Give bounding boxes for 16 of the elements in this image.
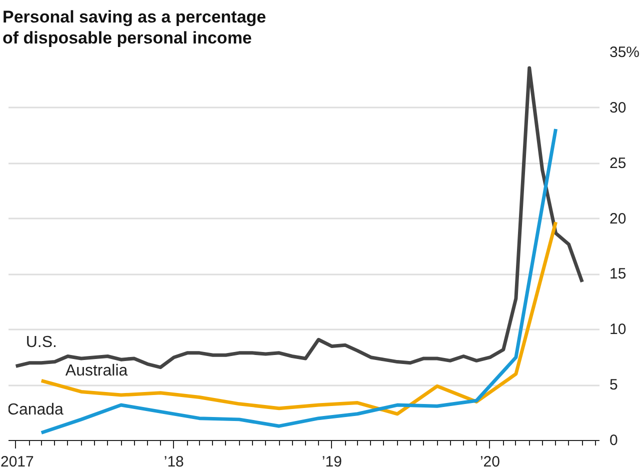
- y-tick-label: 30: [610, 99, 626, 116]
- y-tick-label: 20: [610, 210, 626, 228]
- x-tick-label: ’20: [480, 454, 500, 470]
- series-label: Australia: [65, 362, 128, 380]
- y-tick-label: 15: [610, 266, 626, 283]
- chart-title: Personal saving as a percentage of disposable personal income: [2, 8, 266, 48]
- x-tick-label: ’18: [164, 454, 184, 470]
- series-label: Canada: [7, 402, 64, 419]
- series-label: U.S.: [26, 334, 57, 352]
- x-tick-label: ’19: [322, 454, 342, 470]
- y-tick-label: 10: [610, 321, 626, 338]
- y-tick-label: 35%: [610, 44, 640, 61]
- y-tick-label: 5: [610, 376, 618, 394]
- y-tick-label: 0: [610, 432, 618, 449]
- y-tick-label: 25: [610, 154, 626, 172]
- x-tick-label: 2017: [0, 454, 34, 470]
